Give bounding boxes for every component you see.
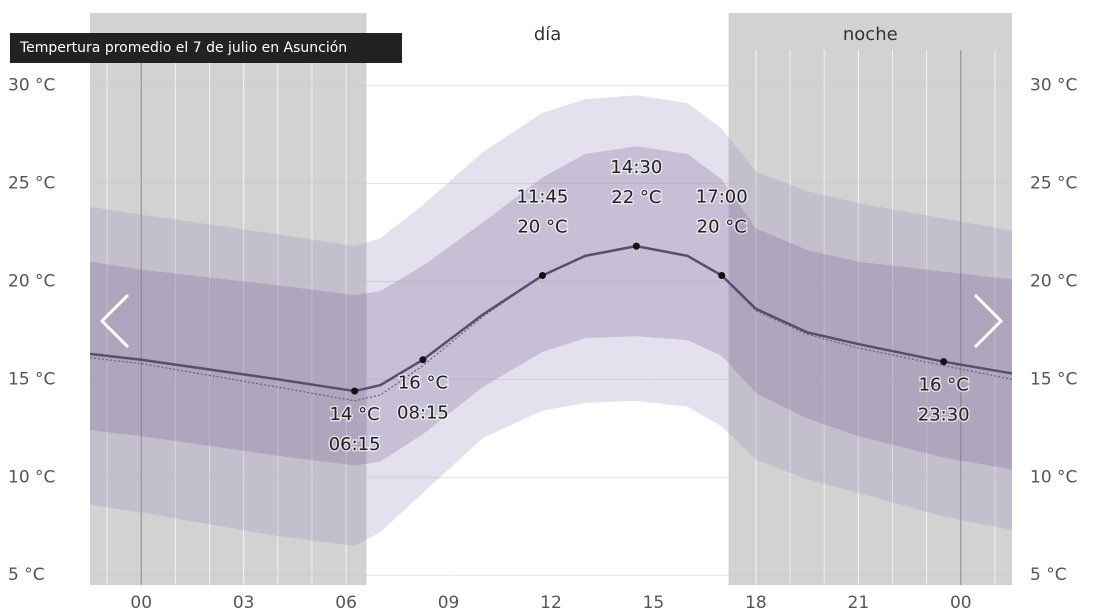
x-tick-label: 09 <box>438 593 460 613</box>
time-label: 23:30 <box>918 405 970 426</box>
value-label: 16 °C <box>398 373 448 394</box>
y-tick-label: 10 °C <box>8 467 55 487</box>
value-label: 20 °C <box>697 216 747 237</box>
y-tick-label-right: 5 °C <box>1030 565 1067 585</box>
percentile-band <box>90 146 1012 470</box>
dotted-line <box>89 245 1013 402</box>
next-arrow[interactable] <box>973 293 1004 349</box>
time-label: 06:15 <box>329 434 381 455</box>
period-label: noche <box>843 24 898 45</box>
x-tick-label: 15 <box>643 593 665 613</box>
y-tick-label: 5 °C <box>8 565 45 585</box>
x-tick-label: 21 <box>848 593 870 613</box>
marker <box>940 358 948 366</box>
y-tick-label-right: 15 °C <box>1030 369 1077 389</box>
time-label: 08:15 <box>397 403 449 424</box>
period-shade <box>366 13 729 585</box>
period-shade <box>728 13 1012 585</box>
x-tick-label: 12 <box>540 593 562 613</box>
tooltip-box <box>10 33 402 63</box>
prev-arrow[interactable] <box>99 293 130 349</box>
y-tick-label: 20 °C <box>8 271 55 291</box>
tooltip-text: Tempertura promedio el 7 de julio en Asu… <box>19 40 347 56</box>
x-tick-label: 00 <box>950 593 972 613</box>
value-label: 22 °C <box>611 187 661 208</box>
y-tick-label-right: 20 °C <box>1030 271 1077 291</box>
time-label: 17:00 <box>696 186 748 207</box>
period-label: día <box>534 24 561 45</box>
x-tick-label: 00 <box>130 593 152 613</box>
x-tick-label: 06 <box>335 593 357 613</box>
marker <box>351 387 359 395</box>
y-tick-label: 30 °C <box>8 75 55 95</box>
background-layer <box>90 13 1012 585</box>
overlay-layer: Tempertura promedio el 7 de julio en Asu… <box>10 33 1004 349</box>
x-tick-label: 03 <box>233 593 255 613</box>
value-label: 16 °C <box>919 375 969 396</box>
value-label: 20 °C <box>517 216 567 237</box>
marker <box>419 356 427 364</box>
mean-line <box>89 244 1013 393</box>
x-tick-label: 18 <box>745 593 767 613</box>
y-tick-label: 15 °C <box>8 369 55 389</box>
marker <box>538 271 546 279</box>
y-tick-label: 25 °C <box>8 173 55 193</box>
y-tick-label-right: 10 °C <box>1030 467 1077 487</box>
percentile-band <box>90 95 1012 546</box>
plot-layer: día noche 00 03 06 09 12 15 18 21 00 5 °C 5 °C 10 °C 1… <box>8 24 1077 613</box>
marker <box>632 242 640 250</box>
y-tick-label-right: 30 °C <box>1030 75 1077 95</box>
marker <box>718 271 726 279</box>
value-label: 14 °C <box>330 404 380 425</box>
period-shade <box>90 13 367 585</box>
time-label: 11:45 <box>517 186 569 207</box>
y-tick-label-right: 25 °C <box>1030 173 1077 193</box>
time-label: 14:30 <box>610 157 662 178</box>
